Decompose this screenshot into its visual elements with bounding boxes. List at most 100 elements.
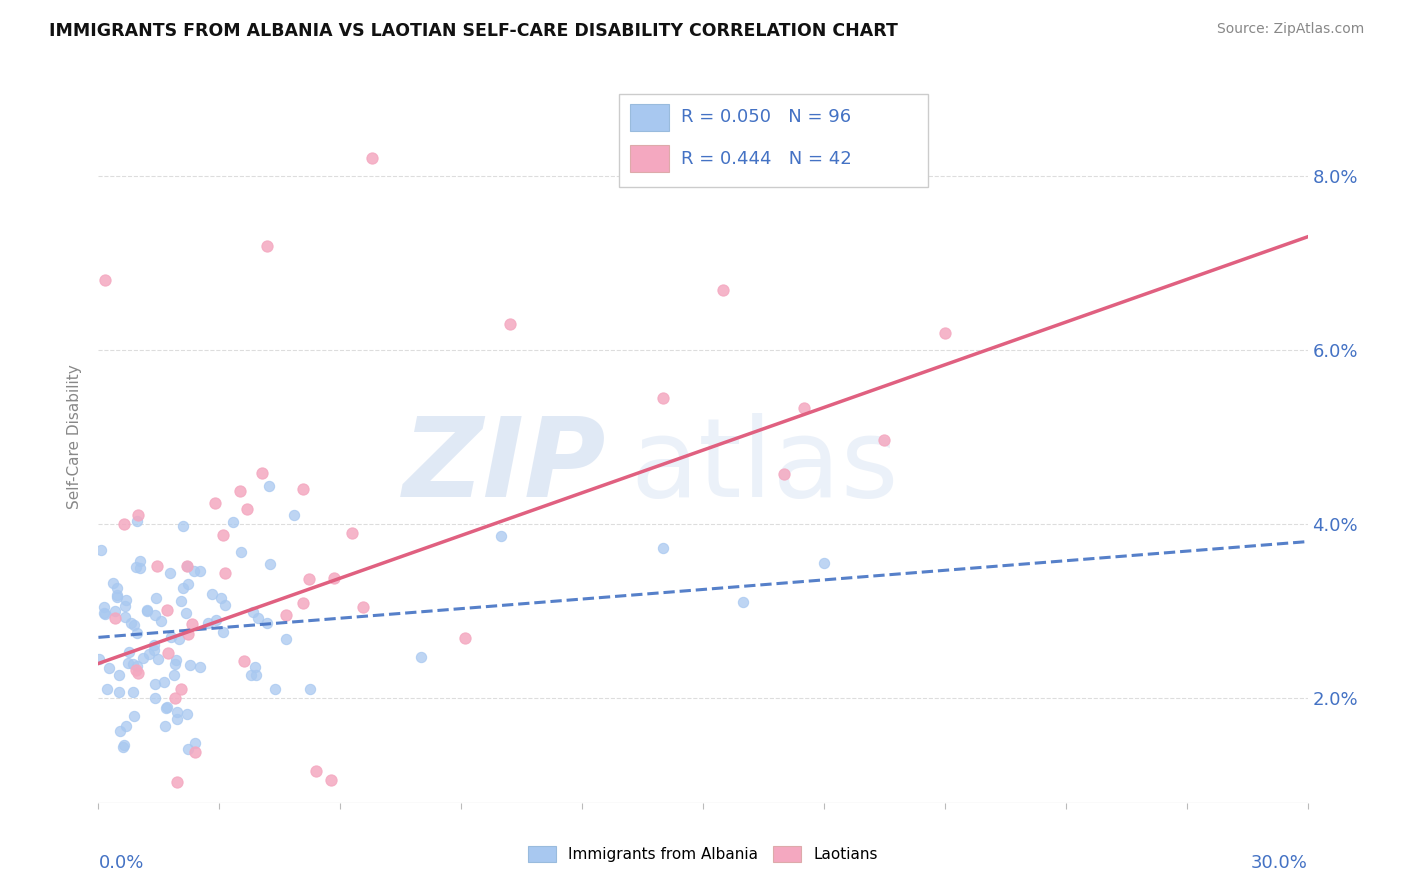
Point — [291, 483, 314, 497]
Point — [145, 591, 167, 606]
Point — [177, 626, 200, 640]
Point — [813, 556, 835, 570]
Point — [179, 657, 201, 672]
Point — [499, 317, 522, 331]
Point — [128, 553, 150, 567]
Point — [117, 656, 139, 670]
Point — [256, 615, 278, 630]
Point — [114, 610, 136, 624]
Point — [170, 682, 193, 697]
Point — [163, 691, 186, 706]
Point — [112, 517, 135, 532]
Point — [772, 467, 794, 482]
Point — [292, 595, 315, 609]
Point — [157, 646, 180, 660]
Point — [136, 604, 159, 618]
Point — [340, 525, 363, 540]
Point — [159, 566, 181, 580]
Point — [108, 723, 131, 738]
Point — [120, 615, 142, 630]
Text: atlas: atlas — [630, 413, 898, 520]
Point — [94, 273, 117, 287]
Point — [651, 391, 673, 405]
Point — [184, 745, 207, 759]
Point — [305, 764, 328, 779]
Point — [155, 700, 177, 714]
Y-axis label: Self-Care Disability: Self-Care Disability — [67, 365, 83, 509]
Point — [176, 706, 198, 721]
Point — [163, 667, 186, 681]
Point — [127, 666, 149, 681]
Text: 0.0%: 0.0% — [98, 854, 143, 872]
Point — [156, 602, 179, 616]
Point — [156, 700, 179, 714]
Point — [322, 571, 344, 585]
Point — [93, 607, 115, 621]
Point — [256, 238, 278, 252]
Point — [165, 653, 187, 667]
Point — [153, 675, 176, 690]
Point — [172, 581, 194, 595]
Point — [97, 661, 120, 675]
Point — [163, 657, 186, 671]
Point — [166, 705, 188, 719]
Point — [274, 632, 297, 647]
Point — [184, 736, 207, 750]
Point — [209, 591, 232, 605]
Point — [104, 611, 127, 625]
Legend: Immigrants from Albania, Laotians: Immigrants from Albania, Laotians — [522, 839, 884, 868]
Point — [107, 668, 129, 682]
Point — [143, 638, 166, 652]
Point — [242, 605, 264, 619]
Point — [259, 557, 281, 571]
Point — [167, 632, 190, 646]
Point — [361, 152, 384, 166]
Point — [245, 667, 267, 681]
Point — [177, 742, 200, 756]
Point — [204, 496, 226, 510]
Point — [229, 545, 252, 559]
Point — [149, 614, 172, 628]
Point — [127, 626, 149, 640]
Point — [122, 709, 145, 723]
Point — [118, 645, 141, 659]
Point — [409, 650, 432, 665]
Point — [93, 600, 115, 615]
Point — [240, 667, 263, 681]
Point — [104, 604, 127, 618]
Point — [121, 685, 143, 699]
Point — [319, 773, 342, 788]
Point — [205, 613, 228, 627]
Point — [214, 566, 236, 580]
Text: 30.0%: 30.0% — [1251, 854, 1308, 872]
Point — [172, 519, 194, 533]
Text: ZIP: ZIP — [402, 413, 606, 520]
Point — [298, 572, 321, 586]
Point — [246, 610, 269, 624]
Point — [197, 616, 219, 631]
Text: IMMIGRANTS FROM ALBANIA VS LAOTIAN SELF-CARE DISABILITY CORRELATION CHART: IMMIGRANTS FROM ALBANIA VS LAOTIAN SELF-… — [49, 22, 898, 40]
Point — [127, 659, 149, 673]
Point — [115, 719, 138, 733]
Text: R = 0.444   N = 42: R = 0.444 N = 42 — [681, 150, 851, 168]
Point — [138, 647, 160, 661]
Text: R = 0.050   N = 96: R = 0.050 N = 96 — [681, 108, 851, 126]
Point — [143, 643, 166, 657]
Point — [201, 587, 224, 601]
Point — [793, 401, 815, 415]
Point — [129, 560, 152, 574]
Point — [111, 740, 134, 755]
Point — [276, 607, 298, 622]
Point — [112, 738, 135, 752]
Point — [90, 543, 112, 558]
Point — [651, 541, 673, 555]
Point — [454, 632, 477, 646]
Point — [934, 326, 956, 340]
Point — [108, 685, 131, 699]
Point — [101, 576, 124, 591]
Point — [166, 712, 188, 726]
Point — [229, 484, 252, 499]
Point — [188, 564, 211, 578]
Point — [105, 588, 128, 602]
Point — [145, 607, 167, 622]
